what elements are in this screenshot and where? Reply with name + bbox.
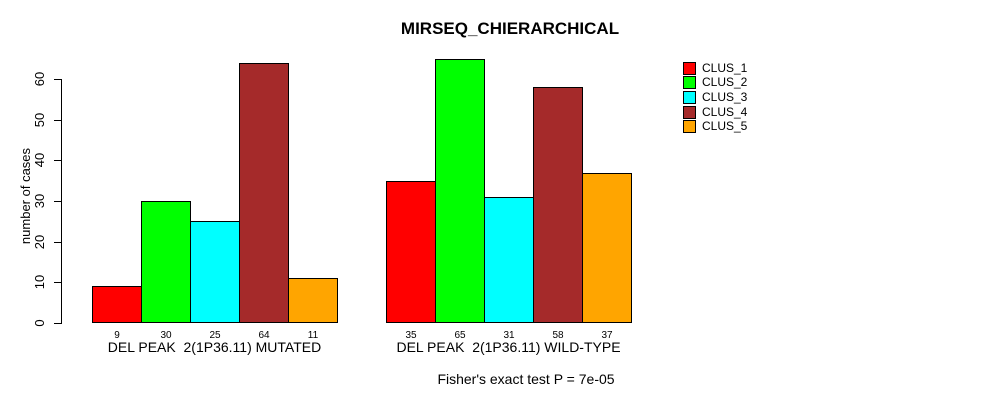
- bar-value-label: 65: [454, 330, 466, 341]
- bar-clus_5-group1: [288, 278, 338, 323]
- y-axis-tick-label: 30: [32, 193, 47, 209]
- bar-clus_2-group2: [435, 59, 485, 323]
- legend-color-swatch: [683, 61, 696, 75]
- legend-color-swatch: [683, 105, 696, 119]
- bar-clus_3-group2: [484, 197, 534, 323]
- y-axis-tick-label: 20: [32, 234, 47, 250]
- bar-value-label: 30: [160, 330, 172, 341]
- y-axis-tick: [54, 160, 61, 161]
- bar-clus_5-group2: [582, 173, 632, 323]
- legend-label: CLUS_1: [702, 60, 748, 75]
- legend-color-swatch: [683, 76, 696, 90]
- y-axis-tick-label: 60: [32, 71, 47, 87]
- legend-label: CLUS_2: [702, 75, 748, 90]
- y-axis-tick-label: 40: [32, 152, 47, 168]
- legend-item-clus_4: CLUS_4: [683, 105, 747, 120]
- legend-label: CLUS_3: [702, 89, 748, 104]
- y-axis-tick: [54, 120, 61, 121]
- bar-value-label: 64: [258, 330, 270, 341]
- y-axis-tick: [54, 323, 61, 324]
- y-axis-tick-label: 10: [32, 274, 47, 290]
- legend-item-clus_3: CLUS_3: [683, 90, 747, 105]
- bar-clus_4-group2: [533, 87, 583, 323]
- bar-value-label: 9: [114, 330, 120, 341]
- bar-clus_1-group1: [92, 286, 142, 323]
- y-axis-line: [61, 79, 62, 324]
- legend-item-clus_5: CLUS_5: [683, 119, 747, 134]
- bar-value-label: 11: [307, 330, 319, 341]
- bar-value-label: 31: [503, 330, 515, 341]
- bar-clus_2-group1: [141, 201, 191, 323]
- y-axis-tick: [54, 201, 61, 202]
- y-axis-tick-label: 50: [32, 112, 47, 128]
- bar-clus_3-group1: [190, 221, 240, 323]
- bar-clus_1-group2: [386, 181, 436, 323]
- legend-color-swatch: [683, 90, 696, 104]
- y-axis-tick: [54, 282, 61, 283]
- bar-value-label: 37: [601, 330, 613, 341]
- bar-clus_4-group1: [239, 63, 289, 323]
- footnote-annotation: Fisher's exact test P = 7e-05: [437, 371, 615, 387]
- legend-label: CLUS_5: [702, 119, 748, 134]
- y-axis-tick: [54, 79, 61, 80]
- legend-label: CLUS_4: [702, 104, 748, 119]
- legend: CLUS_1 CLUS_2 CLUS_3 CLUS_4 CLUS_5: [683, 61, 747, 134]
- x-category-label: DEL PEAK 2(1P36.11) MUTATED: [107, 339, 322, 355]
- y-axis-tick: [54, 242, 61, 243]
- bar-value-label: 25: [209, 330, 221, 341]
- legend-color-swatch: [683, 120, 696, 134]
- y-axis-tick-label: 0: [32, 319, 47, 327]
- bar-value-label: 58: [552, 330, 564, 341]
- legend-item-clus_1: CLUS_1: [683, 61, 747, 76]
- x-category-label: DEL PEAK 2(1P36.11) WILD-TYPE: [396, 339, 621, 355]
- chart-title: MIRSEQ_CHIERARCHICAL: [400, 19, 620, 38]
- legend-item-clus_2: CLUS_2: [683, 76, 747, 91]
- bar-value-label: 35: [405, 330, 417, 341]
